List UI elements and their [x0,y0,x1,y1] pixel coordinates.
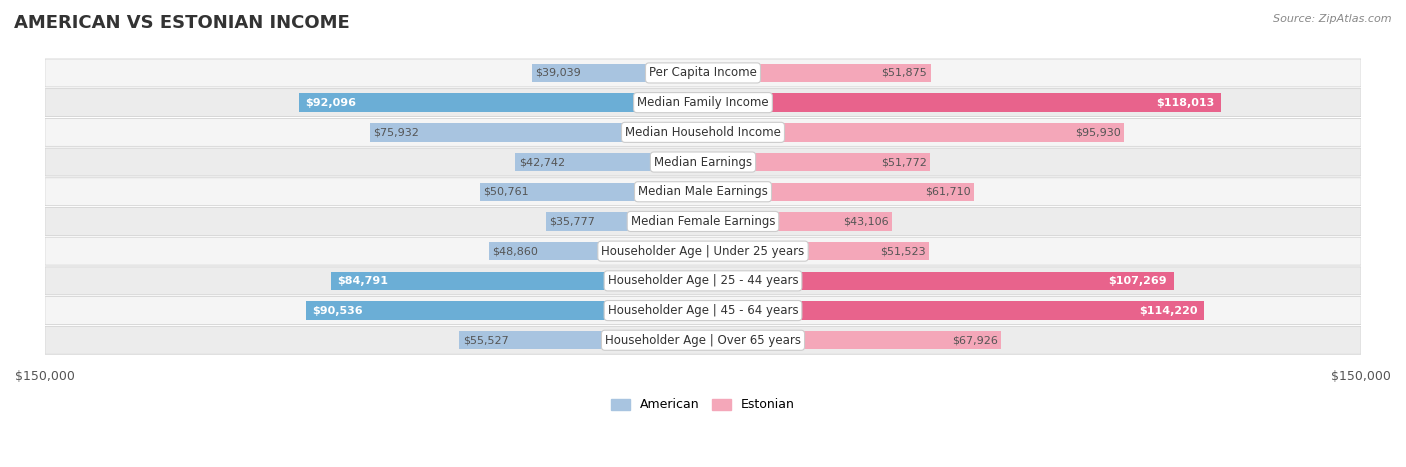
Text: Source: ZipAtlas.com: Source: ZipAtlas.com [1274,14,1392,24]
Text: $51,523: $51,523 [880,246,925,256]
Text: $55,527: $55,527 [463,335,509,345]
Text: $114,220: $114,220 [1139,305,1198,316]
Bar [546,212,703,231]
Text: AMERICAN VS ESTONIAN INCOME: AMERICAN VS ESTONIAN INCOME [14,14,350,32]
Text: $51,772: $51,772 [882,157,927,167]
Text: $43,106: $43,106 [844,216,889,226]
FancyBboxPatch shape [45,148,1361,176]
Text: Householder Age | 45 - 64 years: Householder Age | 45 - 64 years [607,304,799,317]
Bar [703,183,974,201]
Bar [370,123,703,142]
Text: $67,926: $67,926 [952,335,998,345]
FancyBboxPatch shape [45,267,1361,295]
Text: $92,096: $92,096 [305,98,357,107]
Bar [489,242,703,261]
Bar [703,123,1123,142]
Text: $39,039: $39,039 [536,68,581,78]
Text: $50,761: $50,761 [484,187,529,197]
Bar [703,242,929,261]
FancyBboxPatch shape [45,118,1361,146]
FancyBboxPatch shape [45,207,1361,235]
Bar [307,301,703,320]
FancyBboxPatch shape [45,297,1361,325]
Text: Median Family Income: Median Family Income [637,96,769,109]
FancyBboxPatch shape [45,237,1361,265]
Bar [703,64,931,82]
Text: Median Household Income: Median Household Income [626,126,780,139]
Text: Median Earnings: Median Earnings [654,156,752,169]
Bar [703,331,1001,349]
Text: $90,536: $90,536 [312,305,363,316]
Text: $48,860: $48,860 [492,246,538,256]
FancyBboxPatch shape [45,326,1361,354]
Text: $35,777: $35,777 [550,216,595,226]
Text: $61,710: $61,710 [925,187,970,197]
Text: Householder Age | 25 - 44 years: Householder Age | 25 - 44 years [607,274,799,287]
Text: $75,932: $75,932 [373,127,419,137]
Bar [460,331,703,349]
Text: $51,875: $51,875 [882,68,928,78]
Text: $107,269: $107,269 [1108,276,1167,286]
Bar [516,153,703,171]
Text: Median Male Earnings: Median Male Earnings [638,185,768,198]
Bar [703,301,1204,320]
Bar [703,212,893,231]
FancyBboxPatch shape [45,59,1361,87]
Text: Householder Age | Over 65 years: Householder Age | Over 65 years [605,334,801,347]
Bar [703,93,1220,112]
Bar [703,272,1174,290]
Text: Median Female Earnings: Median Female Earnings [631,215,775,228]
Text: $118,013: $118,013 [1156,98,1215,107]
FancyBboxPatch shape [45,178,1361,205]
Bar [703,153,931,171]
Bar [330,272,703,290]
Text: Per Capita Income: Per Capita Income [650,66,756,79]
Bar [299,93,703,112]
Bar [531,64,703,82]
Text: $42,742: $42,742 [519,157,565,167]
Text: $84,791: $84,791 [337,276,388,286]
FancyBboxPatch shape [45,89,1361,117]
Text: $95,930: $95,930 [1074,127,1121,137]
Legend: American, Estonian: American, Estonian [606,394,800,417]
Bar [481,183,703,201]
Text: Householder Age | Under 25 years: Householder Age | Under 25 years [602,245,804,258]
